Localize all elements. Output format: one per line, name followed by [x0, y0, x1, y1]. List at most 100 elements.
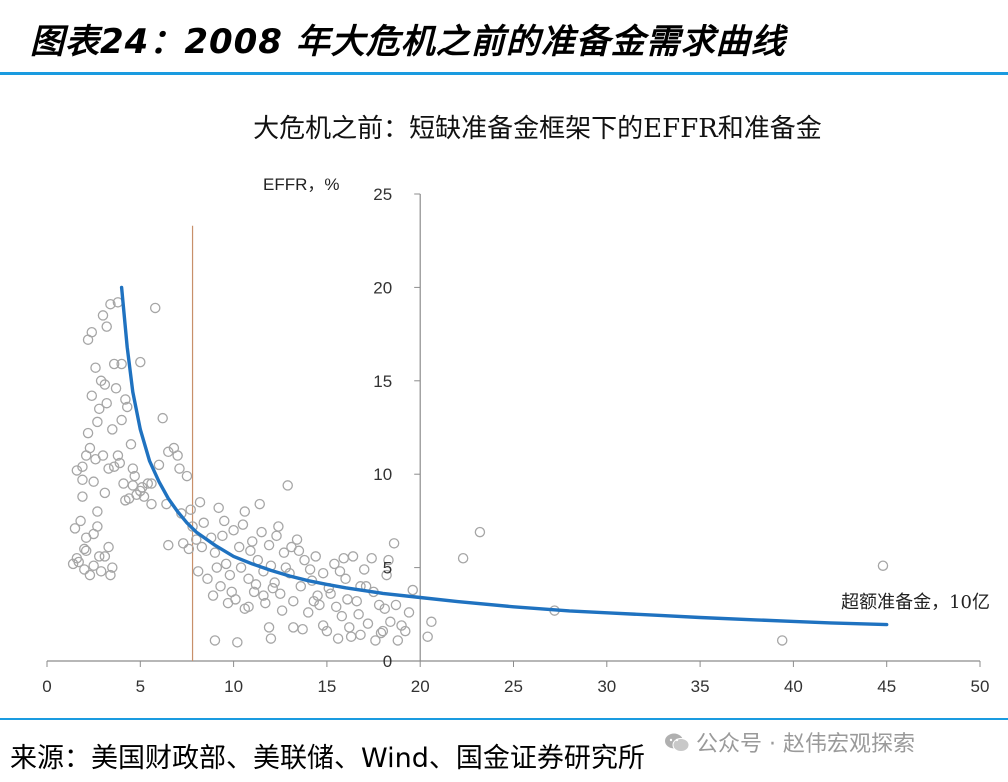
scatter-point: [776, 635, 788, 646]
scatter-point: [233, 541, 245, 553]
figure-title: 图表24：2008 年大危机之前的准备金需求曲线: [30, 22, 786, 62]
scatter-point: [344, 622, 355, 633]
scatter-point: [317, 567, 329, 579]
scatter-point: [308, 595, 320, 607]
scatter-point: [67, 558, 79, 570]
scatter-point: [358, 564, 370, 575]
scatter-point: [353, 609, 364, 620]
scatter-point: [125, 439, 137, 450]
scatter-point: [332, 633, 344, 644]
scatter-point: [385, 616, 396, 628]
scatter-point: [243, 573, 254, 585]
scatter-point: [191, 534, 202, 545]
scatter-point: [347, 551, 359, 562]
scatter-point: [181, 470, 193, 482]
scatter-point: [317, 620, 329, 631]
scatter-point: [254, 498, 265, 510]
scatter-point: [84, 569, 96, 581]
scatter-point: [75, 515, 86, 527]
scatter-point: [396, 620, 407, 631]
scatter-point: [392, 635, 404, 646]
scatter-point: [260, 597, 271, 609]
x-tick-label: 20: [411, 677, 430, 696]
scatter-point: [273, 521, 284, 532]
chart-title: 大危机之前：短缺准备金框架下的EFFR和准备金: [253, 114, 822, 144]
scatter-point: [235, 562, 247, 573]
scatter-point: [250, 579, 262, 590]
scatter-point: [219, 515, 230, 527]
scatter-point: [877, 560, 889, 571]
scatter-point: [312, 590, 323, 601]
scatter-point: [247, 536, 258, 547]
scatter-point: [157, 412, 168, 424]
y-tick-label: 5: [383, 559, 392, 578]
scatter-point: [291, 534, 303, 545]
x-tick-label: 35: [691, 677, 710, 696]
scatter-point: [105, 298, 116, 310]
scatter-point: [105, 569, 116, 581]
x-tick-label: 5: [136, 677, 145, 696]
scatter-point: [340, 573, 351, 585]
scatter-point: [217, 530, 228, 542]
x-tick-label: 50: [971, 677, 990, 696]
scatter-point: [202, 573, 213, 585]
scatter-point: [99, 487, 111, 499]
scatter-point: [228, 524, 239, 536]
scatter-point: [103, 541, 114, 553]
x-tick-label: 10: [224, 677, 243, 696]
scatter-point: [248, 586, 260, 598]
scatter-point: [146, 498, 157, 510]
scatter-point: [310, 551, 321, 562]
scatter-point: [286, 541, 297, 553]
scatter-point: [92, 506, 103, 517]
scatter-point: [265, 633, 277, 644]
scatter-point: [103, 463, 114, 474]
scatter-point: [383, 554, 394, 566]
scatter-point: [288, 622, 299, 633]
scatter-point: [258, 590, 269, 601]
axes-layer: [46, 193, 981, 667]
scatter-point: [407, 584, 418, 596]
scatter-point: [88, 528, 99, 540]
x-tick-label: 25: [504, 677, 523, 696]
scatter-point: [108, 358, 120, 370]
watermark: 公众号 · 赵伟宏观探索: [664, 726, 915, 758]
scatter-point: [99, 379, 111, 390]
scatter-point: [88, 476, 99, 487]
scatter-point: [120, 495, 131, 506]
scatter-point: [153, 459, 165, 471]
scatter-point: [107, 424, 118, 435]
scatter-point: [288, 595, 299, 607]
scatter-point: [196, 541, 208, 553]
scatter-point: [373, 599, 385, 611]
scatter-point: [116, 414, 127, 426]
scatter-point: [79, 564, 90, 575]
scatter-point: [375, 627, 387, 639]
scatter-point: [86, 390, 98, 401]
scatter-point: [474, 526, 486, 538]
labels-layer: 0 5 10 15 20 25 30 35 40 45 50 0 5 10 15 20 25 EFFR，% 超额准备…: [42, 175, 990, 696]
scatter-point: [325, 588, 336, 600]
scatter-point: [381, 569, 392, 581]
scatter-point: [422, 631, 433, 642]
scatter-point: [163, 446, 174, 458]
scatter-point: [183, 543, 195, 555]
x-tick-label: 0: [42, 677, 51, 696]
scatter-point: [93, 403, 105, 415]
scatter-point: [256, 526, 267, 538]
scatter-point: [97, 310, 109, 321]
scatter-point: [163, 539, 174, 551]
scatter-point: [69, 523, 81, 534]
scatter-point: [77, 491, 88, 502]
scatter-point: [366, 553, 377, 564]
scatter-point: [121, 401, 133, 413]
scatter-point: [226, 586, 237, 598]
scatter-point: [342, 594, 353, 605]
scatter-point: [187, 521, 198, 532]
scatter-chart: 0 5 10 15 20 25 30 35 40 45 50 0 5 10 15 20 25 EFFR，% 超额准备…: [42, 175, 990, 696]
scatter-point: [370, 635, 381, 646]
scatter-point: [86, 326, 98, 338]
scatter-point: [295, 581, 307, 592]
scatter-point: [194, 496, 206, 508]
scatter-point: [80, 450, 92, 461]
